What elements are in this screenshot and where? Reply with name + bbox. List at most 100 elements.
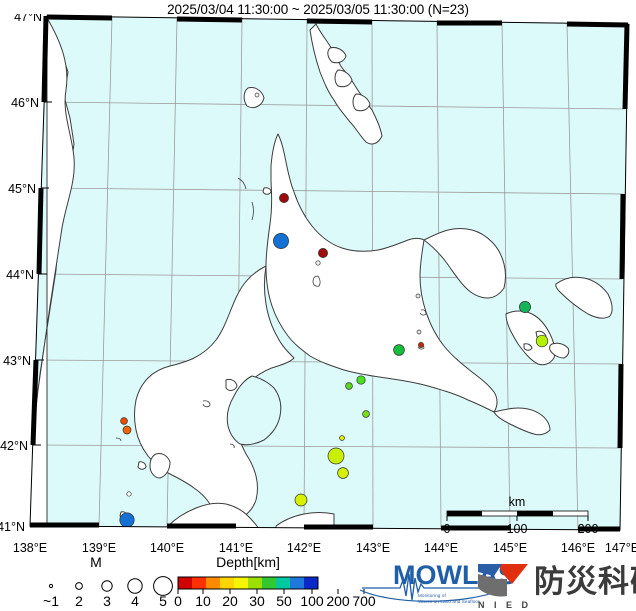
- lon-label-146: 146°E: [561, 541, 595, 555]
- magnitude-legend-title: M: [90, 554, 102, 570]
- lon-label-141: 141°E: [219, 541, 253, 555]
- lat-label-42: 42°N: [0, 439, 28, 453]
- epicenter-marker[interactable]: [126, 491, 132, 497]
- island-habomai-b: [523, 343, 533, 351]
- epicenter-marker[interactable]: [345, 382, 353, 390]
- epicenter-marker[interactable]: [337, 467, 349, 479]
- magnitude-legend-circle: [48, 583, 54, 589]
- depth-colorbar-segment: [262, 577, 277, 589]
- landmass-nemuro: [493, 407, 551, 436]
- mag-label-1: ~1: [43, 593, 59, 609]
- magnitude-legend-circles: [48, 576, 173, 596]
- epicenter-marker[interactable]: [339, 435, 345, 441]
- depth-colorbar-labels: 0 10 20 30 50 100 200 700: [174, 593, 376, 609]
- epicenter-marker[interactable]: [356, 375, 366, 385]
- axis-ticks: [30, 101, 52, 527]
- depth-colorbar-ticks: [177, 589, 365, 594]
- depth-colorbar-segment: [178, 577, 193, 589]
- depth-label-50: 50: [276, 593, 292, 609]
- lon-label-138: 138°E: [13, 541, 47, 555]
- epicenter-marker[interactable]: [300, 530, 307, 537]
- lon-label-140: 140°E: [150, 541, 184, 555]
- coastlines: [30, 16, 613, 530]
- epicenter-marker[interactable]: [519, 301, 531, 313]
- lon-label-145: 145°E: [493, 541, 527, 555]
- epicenter-marker[interactable]: [535, 334, 549, 348]
- epicenter-marker[interactable]: [418, 342, 424, 348]
- depth-colorbar: [178, 577, 319, 589]
- nied-logo-red-shape: [498, 564, 528, 584]
- waveform-icon: [362, 573, 500, 601]
- epicenter-marker[interactable]: [279, 193, 289, 203]
- bosai-kaken-wordmark: 防災科研: [534, 564, 636, 600]
- lat-label-46: 46°N: [11, 96, 39, 110]
- island-sea-of-japan: [225, 378, 238, 391]
- depth-colorbar-segment: [276, 577, 291, 589]
- depth-colorbar-segment: [248, 577, 263, 589]
- depth-colorbar-segment: [220, 577, 235, 589]
- depth-label-20: 20: [222, 593, 238, 609]
- landmass-sakhalin-detail-b: [352, 93, 371, 112]
- landmass-sakhalin-detail-c: [327, 47, 347, 64]
- page-title: 2025/03/04 11:30:00 ~ 2025/03/05 11:30:0…: [167, 2, 469, 17]
- lon-label-144: 144°E: [424, 541, 458, 555]
- island-teuri: [262, 187, 272, 195]
- epicenter-marker[interactable]: [119, 512, 135, 528]
- map-canvas[interactable]: km 0 100 200 47°N 46°N 45°N 44°N 43°N 42…: [0, 14, 636, 544]
- island-etorofu: [555, 276, 613, 319]
- legend-svg: M ~1 2 3 4 5 Depth[km] 0 10 20 30 50 100: [43, 554, 636, 610]
- epicenter-marker[interactable]: [254, 92, 260, 98]
- scale-tick-200: 200: [578, 522, 599, 536]
- epicenter-marker[interactable]: [415, 293, 421, 299]
- depth-label-10: 10: [195, 593, 211, 609]
- uchiura-bay: [226, 375, 282, 446]
- nied-logo[interactable]: N I E D: [478, 564, 532, 610]
- epicenter-marker[interactable]: [273, 233, 289, 249]
- scale-bar: km 0 100 200: [444, 495, 599, 536]
- lon-label-147: 147°E: [605, 541, 636, 555]
- island-okushiri: [149, 453, 171, 479]
- scale-tick-100: 100: [507, 522, 528, 536]
- lon-label-139: 139°E: [82, 541, 116, 555]
- depth-colorbar-segment: [206, 577, 221, 589]
- depth-label-30: 30: [249, 593, 265, 609]
- lon-label-143: 143°E: [356, 541, 390, 555]
- epicenter-marker[interactable]: [416, 329, 422, 335]
- mag-label-4: 4: [131, 593, 139, 609]
- mag-label-2: 2: [75, 593, 83, 609]
- epicenter-marker[interactable]: [315, 260, 321, 266]
- mowlas-tagline-line1: Monitoring of: [418, 593, 446, 598]
- lat-label-45: 45°N: [8, 182, 36, 196]
- magnitude-legend-circle: [127, 578, 143, 594]
- longitude-labels: 138°E 139°E 140°E 141°E 142°E 143°E 144°…: [13, 541, 636, 555]
- epicenter-marker[interactable]: [318, 248, 328, 258]
- magnitude-legend-circle: [75, 582, 83, 590]
- epicenter-marker[interactable]: [294, 493, 308, 507]
- depth-label-700: 700: [352, 593, 376, 609]
- epicenter-marker[interactable]: [120, 417, 128, 425]
- lat-label-43: 43°N: [3, 354, 31, 368]
- magnitude-legend-circle: [101, 580, 113, 592]
- mowlas-underline: [359, 589, 503, 602]
- depth-legend-title: Depth[km]: [216, 554, 280, 570]
- mag-label-3: 3: [103, 593, 111, 609]
- epicenter-marker[interactable]: [393, 344, 405, 356]
- epicenter-marker[interactable]: [362, 410, 370, 418]
- depth-colorbar-segment: [234, 577, 249, 589]
- epicenter-marker[interactable]: [327, 447, 345, 465]
- depth-colorbar-outline: [177, 576, 319, 590]
- latitude-labels: 47°N 46°N 45°N 44°N 43°N 42°N 41°N: [0, 14, 42, 534]
- epicenter-marker[interactable]: [122, 425, 132, 435]
- mowlas-tagline-line2: Waves on Land and Seafloor: [418, 599, 480, 604]
- lat-label-44: 44°N: [6, 268, 34, 282]
- depth-colorbar-segment: [192, 577, 207, 589]
- lon-label-142: 142°E: [287, 541, 321, 555]
- depth-colorbar-segment: [290, 577, 305, 589]
- depth-colorbar-segment: [304, 577, 319, 589]
- nied-logo-gray-shape: [478, 574, 507, 597]
- landmass-shiretoko: [423, 228, 506, 299]
- map-svg[interactable]: km 0 100 200 47°N 46°N 45°N 44°N 43°N 42…: [0, 14, 636, 544]
- depth-label-0: 0: [174, 593, 182, 609]
- nied-logo-blue-shape: [478, 564, 502, 576]
